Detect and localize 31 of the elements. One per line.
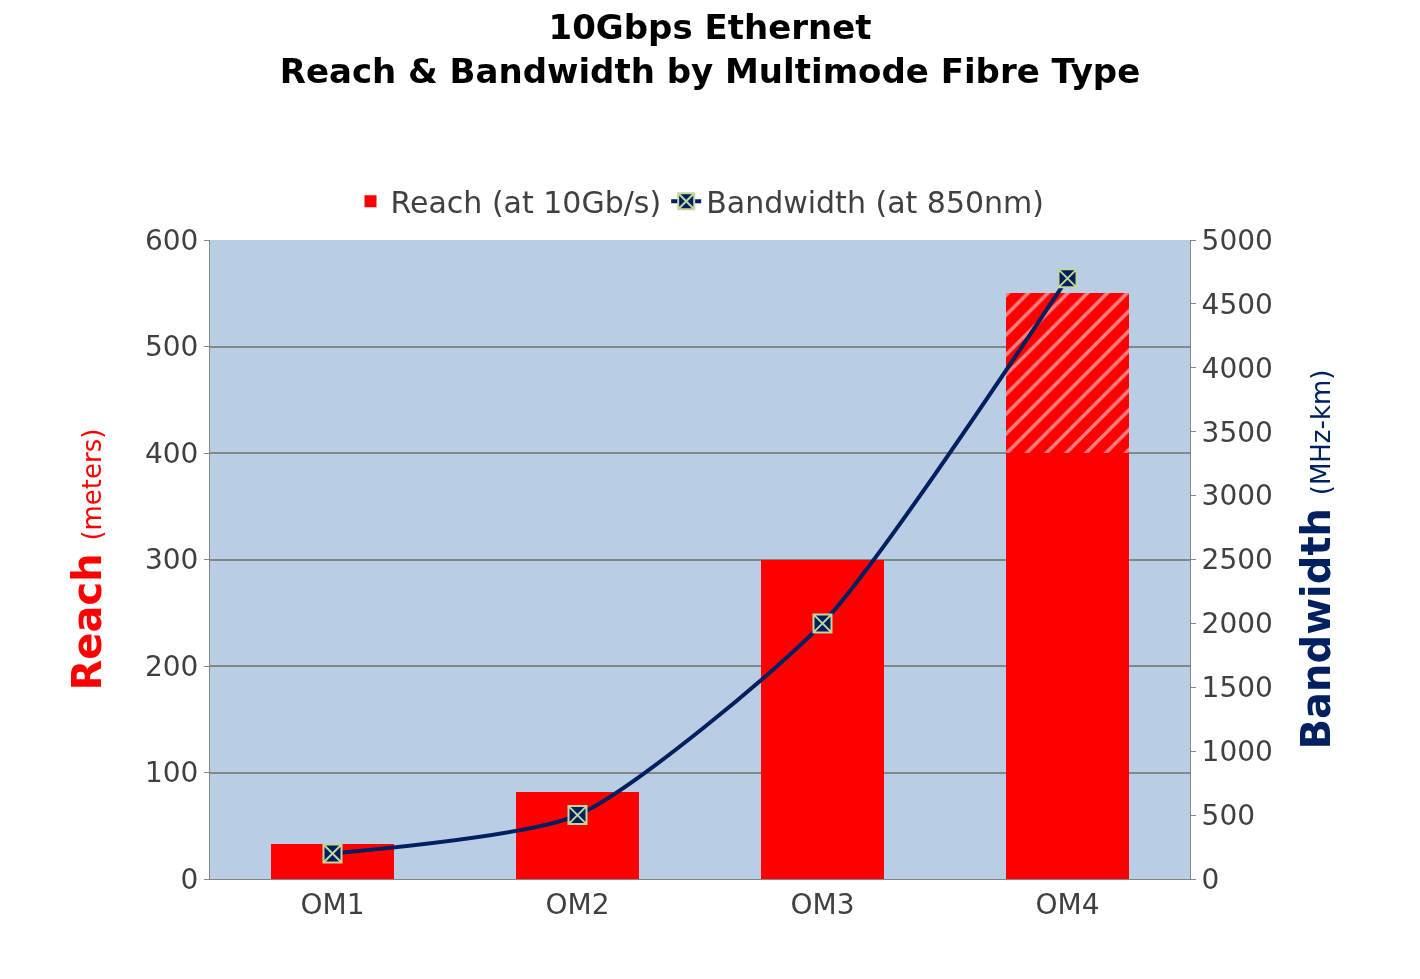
y2-tick-label: 2000 [1201,607,1273,641]
y2-tick-label: 1000 [1201,735,1273,768]
y-tick-label: 300 [144,543,199,577]
x-tick-label: OM1 [300,887,365,921]
y2-tick-label: 1500 [1201,671,1273,705]
y2-tick-label: 5000 [1201,223,1273,257]
y-tick-label: 0 [180,862,199,896]
y2-tick-label: 3500 [1201,415,1273,449]
y2-tick-label: 4000 [1201,351,1273,385]
y-tick-label: 400 [144,436,199,470]
bar [1006,293,1129,453]
x-tick-label: OM4 [1035,887,1100,921]
bar [516,791,639,879]
x-tick-label: OM2 [545,887,610,921]
legend-label: Reach (at 10Gb/s) [390,184,662,220]
legend-label: Bandwidth (at 850nm) [706,184,1045,220]
y2-tick-label: 4500 [1201,287,1273,321]
y-tick-label: 600 [144,223,199,257]
bar [1006,453,1129,879]
y2-tick-label: 2500 [1201,543,1273,577]
x-tick-label: OM3 [790,887,855,921]
y-tick-label: 500 [144,330,199,364]
y2-axis-title: Bandwidth (MHz-km) [1293,369,1340,750]
y-axis-title: Reach (meters) [64,428,111,691]
bar [761,559,884,879]
y2-tick-label: 500 [1201,798,1256,832]
y2-tick-label: 3000 [1201,479,1273,513]
chart-title: 10Gbps Ethernet Reach & Bandwidth by Multimode Fibre Type [279,7,1141,92]
y-tick-label: 200 [144,649,199,683]
y-tick-label: 100 [144,756,199,790]
y2-tick-label: 0 [1201,862,1220,896]
